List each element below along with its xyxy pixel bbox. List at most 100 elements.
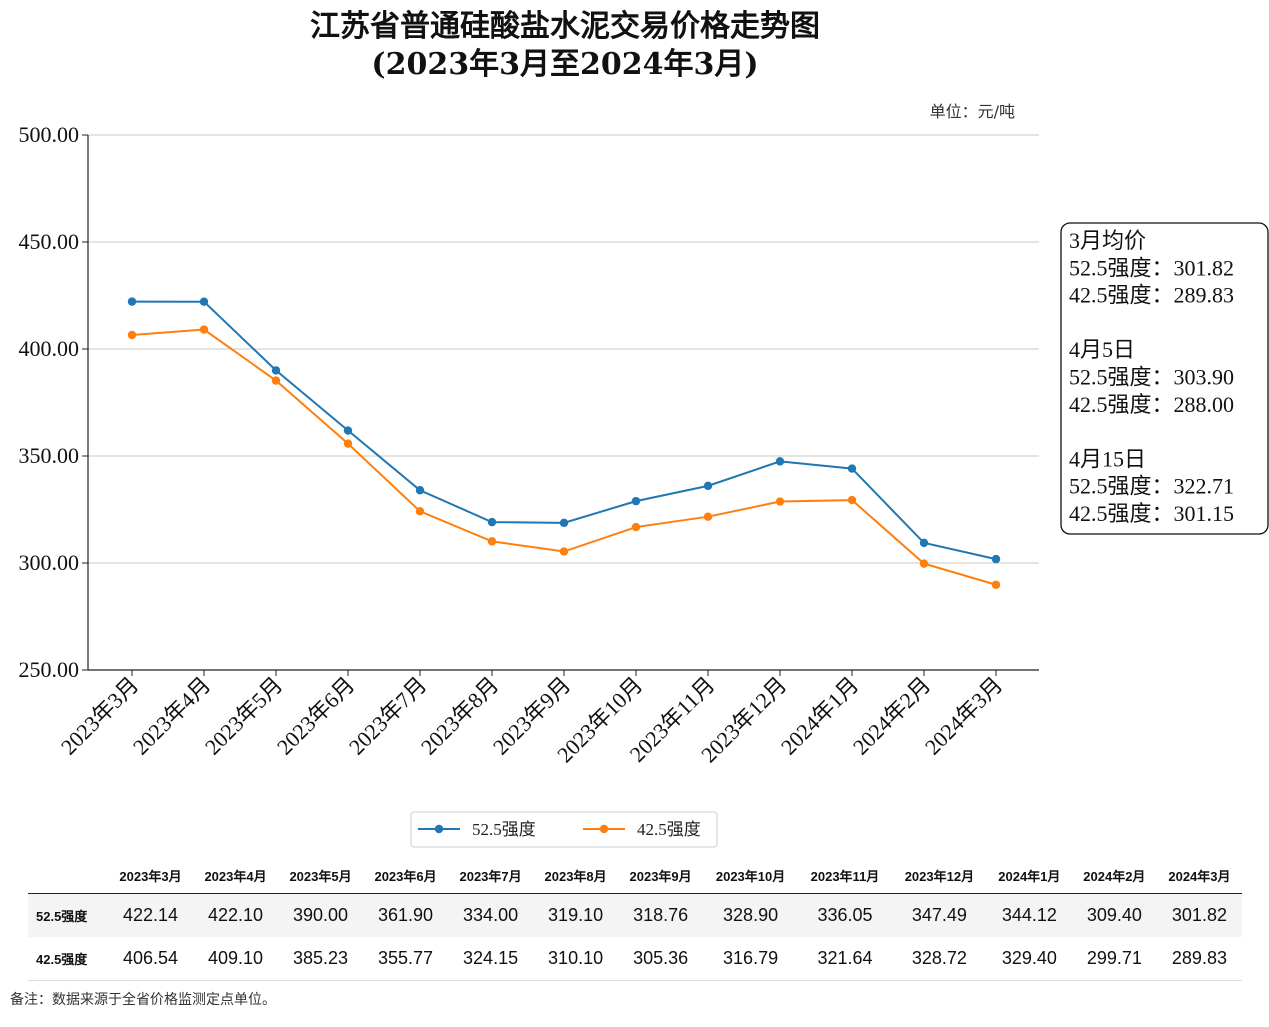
data-point — [703, 481, 713, 491]
table-cell: 334.00 — [448, 893, 534, 937]
grid-lines — [88, 134, 1039, 564]
table-cell: 385.23 — [278, 937, 364, 981]
data-point — [271, 376, 281, 385]
table-cell: 329.40 — [986, 937, 1072, 981]
x-tick-label: 2024年2月 — [848, 672, 936, 760]
annotation-line: 42.5强度：288.00 — [1069, 392, 1234, 417]
y-tick-label: 450.00 — [19, 229, 80, 254]
data-point — [343, 426, 353, 435]
table-cell: 309.40 — [1071, 893, 1157, 937]
table-cell: 422.10 — [193, 893, 279, 937]
data-point — [775, 497, 785, 506]
legend-label: 42.5强度 — [637, 820, 701, 839]
table-cell: 318.76 — [618, 893, 704, 937]
price-trend-chart: 江苏省普通硅酸盐水泥交易价格走势图 (2023年3月至2024年3月) 单位：元… — [19, 9, 1269, 848]
x-tick-label: 2023年4月 — [128, 672, 216, 760]
annotation-line: 52.5强度：322.71 — [1069, 474, 1234, 499]
annotation-frame — [1060, 222, 1269, 535]
chart-subtitle: (2023年3月至2024年3月) — [371, 47, 758, 82]
data-point — [559, 518, 569, 528]
footnote: 备注：数据来源于全省价格监测定点单位。 — [10, 992, 276, 1008]
x-tick-label: 2023年3月 — [56, 672, 144, 760]
table-row: 42.5强度 406.54 409.10 385.23 355.77 324.15 310.… — [28, 937, 1242, 981]
y-tick-label: 350.00 — [19, 443, 80, 468]
table-corner-cell — [28, 857, 108, 894]
legend-swatch-marker — [434, 824, 444, 834]
table-header-row: 2023年3月 2023年4月 2023年5月 2023年6月 2023年7月 2023年… — [28, 857, 1242, 894]
data-point — [415, 507, 425, 516]
data-point — [703, 512, 713, 521]
series-lines — [127, 297, 1001, 589]
x-tick-label: 2023年8月 — [416, 672, 504, 760]
data-point — [271, 366, 281, 375]
x-tick-label: 2023年7月 — [344, 672, 432, 760]
table-header-cell: 2023年7月 — [448, 857, 534, 894]
annotation-line: 4月15日 — [1069, 446, 1146, 471]
table-header-cell: 2023年8月 — [533, 857, 619, 894]
data-point — [343, 439, 353, 448]
table-row-label: 42.5强度 — [28, 937, 108, 981]
data-point — [127, 297, 137, 306]
table-cell: 301.82 — [1156, 893, 1242, 937]
table-cell: 390.00 — [278, 893, 364, 937]
table-cell: 355.77 — [363, 937, 449, 981]
data-point — [775, 457, 785, 466]
data-point — [919, 538, 929, 548]
table-cell: 336.05 — [798, 893, 892, 937]
y-tick-label: 250.00 — [19, 657, 80, 682]
y-tick-label: 500.00 — [19, 122, 80, 147]
table-header-cell: 2023年6月 — [363, 857, 449, 894]
data-point — [127, 330, 137, 340]
annotation-line: 3月均价 — [1069, 228, 1146, 253]
table-header-cell: 2023年10月 — [703, 857, 799, 894]
data-point — [199, 325, 209, 334]
annotation-line: 42.5强度：289.83 — [1069, 283, 1234, 308]
axes: 250.00 300.00 350.00 400.00 450.00 500.00 2023… — [19, 122, 1039, 767]
table-row: 52.5强度 422.14 422.10 390.00 361.90 334.00 319.… — [28, 893, 1242, 937]
data-point — [415, 486, 425, 495]
table-cell: 324.15 — [448, 937, 534, 981]
table-cell: 347.49 — [891, 893, 987, 937]
annotation-line: 4月5日 — [1069, 337, 1135, 362]
table-header-cell: 2023年11月 — [798, 857, 892, 894]
data-point — [847, 464, 857, 473]
table-cell: 328.72 — [891, 937, 987, 981]
annotation-line: 52.5强度：303.90 — [1069, 365, 1234, 390]
legend-swatch-marker — [599, 824, 609, 834]
table-cell: 316.79 — [703, 937, 799, 981]
x-tick-label: 2024年3月 — [920, 672, 1008, 760]
y-tick-label: 300.00 — [19, 550, 80, 575]
table-header-cell: 2023年12月 — [891, 857, 987, 894]
chart-title: 江苏省普通硅酸盐水泥交易价格走势图 — [310, 9, 820, 44]
legend-frame — [410, 811, 718, 848]
table-cell: 406.54 — [108, 937, 194, 981]
x-tick-label: 2023年5月 — [200, 672, 288, 760]
table-cell: 321.64 — [798, 937, 892, 981]
price-data-table: 2023年3月 2023年4月 2023年5月 2023年6月 2023年7月 2023年… — [28, 857, 1242, 981]
y-tick-label: 400.00 — [19, 336, 80, 361]
chart-legend: 52.5强度 42.5强度 — [410, 811, 718, 848]
table-header-cell: 2024年2月 — [1071, 857, 1157, 894]
table-header-cell: 2024年3月 — [1156, 857, 1242, 894]
data-point — [991, 554, 1001, 564]
table-cell: 328.90 — [703, 893, 799, 937]
data-point — [487, 537, 497, 546]
series-line — [131, 328, 997, 586]
table-header-cell: 2023年5月 — [278, 857, 364, 894]
data-point — [919, 559, 929, 568]
table-body: 52.5强度 422.14 422.10 390.00 361.90 334.00 319.… — [28, 893, 1242, 981]
data-point — [487, 517, 497, 527]
table-cell: 310.10 — [533, 937, 619, 981]
table-header-cell: 2023年9月 — [618, 857, 704, 894]
data-point — [631, 522, 641, 532]
annotation-line: 42.5强度：301.15 — [1069, 501, 1234, 526]
table-header-cell: 2023年3月 — [108, 857, 194, 894]
table-cell: 422.14 — [108, 893, 194, 937]
table-header-cell: 2023年4月 — [193, 857, 279, 894]
annotation-line: 52.5强度：301.82 — [1069, 255, 1234, 280]
table-cell: 409.10 — [193, 937, 279, 981]
data-point — [631, 496, 641, 506]
table-cell: 299.71 — [1071, 937, 1157, 981]
table-cell: 289.83 — [1156, 937, 1242, 981]
